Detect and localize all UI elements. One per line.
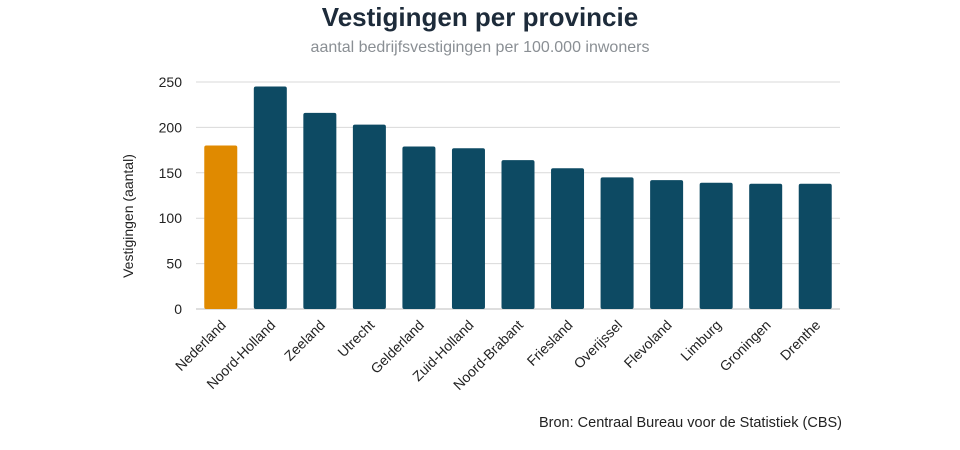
bar-noord-brabant — [501, 160, 535, 309]
x-tick-label: Limburg — [677, 317, 724, 364]
bar-overijssel — [600, 177, 634, 309]
bars — [204, 86, 832, 310]
y-tick-label: 0 — [174, 301, 182, 317]
bar-drenthe — [798, 183, 832, 309]
y-axis-label: Vestigingen (aantal) — [120, 154, 136, 278]
bar-friesland — [551, 168, 585, 309]
x-tick-label: Zeeland — [281, 317, 328, 364]
bar-nederland — [204, 145, 238, 309]
x-tick-label: Friesland — [524, 317, 576, 369]
y-tick-label: 150 — [159, 165, 183, 181]
bar-zeeland — [303, 112, 337, 309]
x-tick-label: Groningen — [716, 317, 774, 375]
bar-zuid-holland — [451, 148, 485, 309]
bar-utrecht — [352, 124, 386, 310]
y-axis-ticks: 0 50 100 150 200 250 — [159, 74, 183, 317]
x-tick-label: Drenthe — [777, 317, 824, 364]
source-note: Bron: Centraal Bureau voor de Statistiek… — [538, 415, 842, 431]
x-tick-label: Flevoland — [620, 317, 674, 371]
chart-subtitle: aantal bedrijfsvestigingen per 100.000 i… — [310, 39, 650, 56]
bar-limburg — [699, 182, 733, 309]
y-tick-label: 100 — [159, 210, 183, 226]
bar-flevoland — [650, 180, 684, 309]
x-tick-label: Utrecht — [334, 317, 377, 360]
chart-title: Vestigingen per provincie — [321, 2, 639, 32]
bar-noord-holland — [253, 86, 287, 309]
bar-groningen — [749, 183, 783, 309]
y-tick-label: 250 — [159, 74, 183, 90]
bar-gelderland — [402, 146, 436, 309]
y-tick-label: 200 — [159, 119, 183, 135]
y-tick-label: 50 — [166, 256, 182, 272]
x-tick-label: Overijssel — [570, 317, 625, 372]
